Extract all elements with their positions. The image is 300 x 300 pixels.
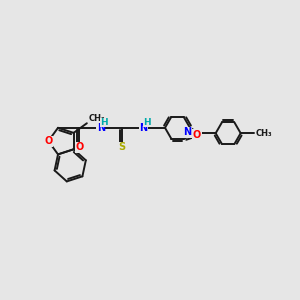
Text: H: H (143, 118, 151, 127)
Text: O: O (44, 136, 52, 146)
Text: CH₃: CH₃ (88, 114, 105, 123)
Text: N: N (97, 123, 105, 133)
Text: N: N (140, 123, 148, 133)
Text: O: O (193, 130, 201, 140)
Text: N: N (183, 127, 191, 137)
Text: H: H (100, 118, 108, 127)
Text: S: S (118, 142, 126, 152)
Text: O: O (75, 142, 83, 152)
Text: CH₃: CH₃ (255, 129, 272, 138)
